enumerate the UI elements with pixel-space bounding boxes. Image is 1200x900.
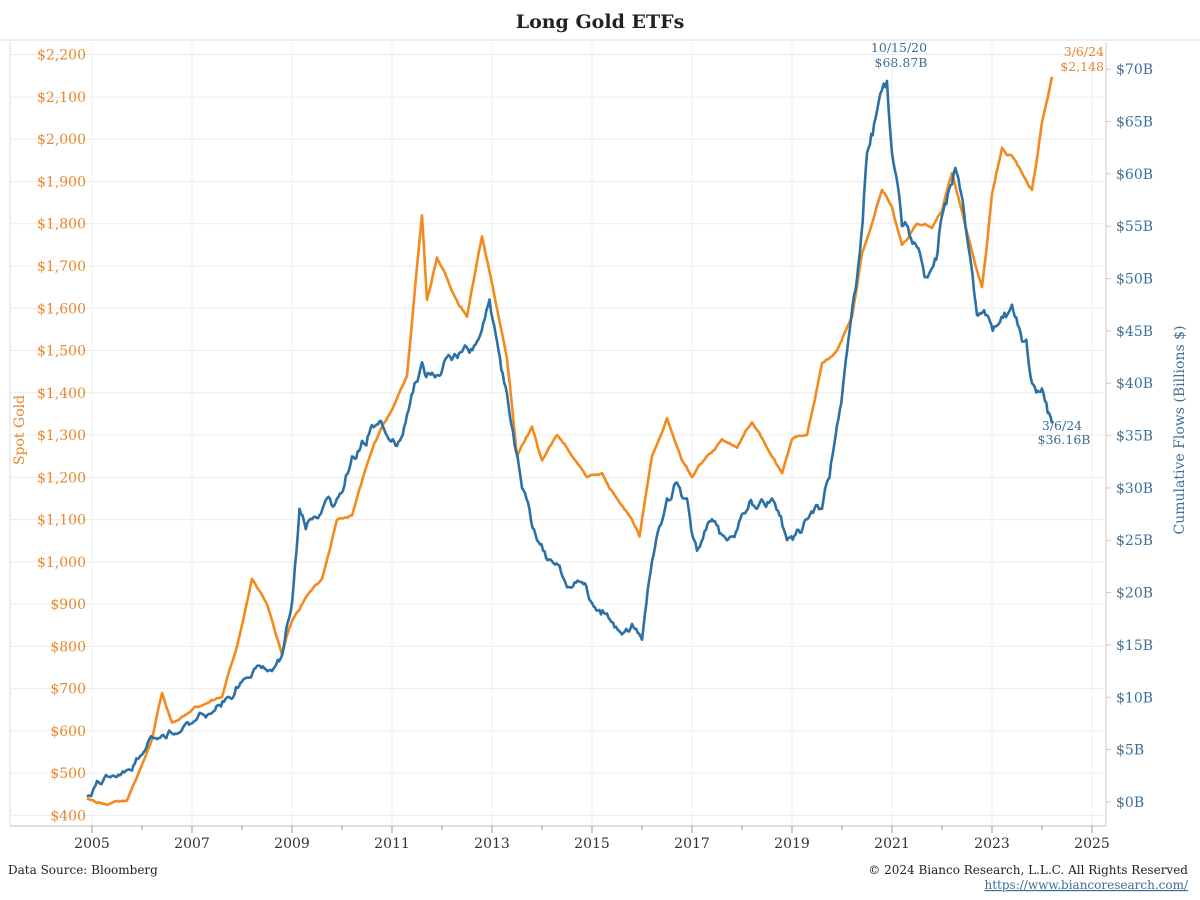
x-tick-label: 2019 (774, 836, 810, 852)
left-tick-label: $1,800 (37, 217, 86, 233)
x-tick-label: 2013 (474, 836, 510, 852)
right-tick-label: $5B (1116, 743, 1144, 759)
left-tick-label: $1,300 (37, 428, 86, 444)
flow-end-value: $36.16B (1038, 432, 1091, 447)
gold-end-date: 3/6/24 (1064, 44, 1104, 59)
left-tick-label: $2,200 (37, 48, 86, 64)
gold-end-value: $2,148 (1060, 59, 1104, 74)
copyright: © 2024 Bianco Research, L.L.C. All Right… (868, 863, 1188, 877)
right-tick-label: $50B (1116, 272, 1153, 288)
right-axis-label: Cumulative Flows (Billions $) (1172, 326, 1188, 535)
cumulative-flows-line (86, 79, 1054, 798)
right-tick-label: $10B (1116, 690, 1153, 706)
right-tick-label: $25B (1116, 533, 1153, 549)
x-tick-label: 2015 (574, 836, 610, 852)
chart-title: Long Gold ETFs (516, 11, 685, 33)
left-tick-label: $1,200 (37, 470, 86, 486)
left-tick-label: $1,900 (37, 174, 86, 190)
x-tick-label: 2007 (174, 836, 210, 852)
right-tick-label: $70B (1116, 62, 1153, 78)
x-tick-label: 2017 (674, 836, 710, 852)
left-tick-label: $2,000 (37, 132, 86, 148)
left-tick-label: $400 (50, 808, 86, 824)
right-tick-label: $60B (1116, 167, 1153, 183)
left-tick-label: $1,600 (37, 301, 86, 317)
peak-flow-date: 10/15/20 (871, 40, 927, 55)
left-tick-label: $1,500 (37, 344, 86, 360)
x-axis-ticks: 2005 2007 2009 2011 2013 2015 2017 2019 2021 2023… (74, 826, 1110, 852)
left-tick-label: $900 (50, 597, 86, 613)
series-layer (86, 76, 1054, 807)
left-tick-label: $1,400 (37, 386, 86, 402)
x-tick-label: 2023 (974, 836, 1010, 852)
right-tick-label: $55B (1116, 219, 1153, 235)
x-tick-label: 2005 (74, 836, 110, 852)
left-axis-ticks: $400 $500 $600 $700 $800 $900 $1,000 $1,100 $1,2… (37, 48, 86, 825)
annotations: 10/15/20 $68.87B 3/6/24 $2,148 3/6/24 $3… (871, 40, 1104, 447)
left-tick-label: $500 (50, 766, 86, 782)
spot-gold-line (86, 76, 1054, 807)
axes (9, 42, 1107, 827)
x-tick-label: 2025 (1074, 836, 1110, 852)
left-tick-label: $600 (50, 724, 86, 740)
x-tick-label: 2009 (274, 836, 310, 852)
left-tick-label: $1,700 (37, 259, 86, 275)
right-axis-ticks: $0B $5B $10B $15B $20B $25B $30B $35B $40B $45B $5… (1106, 62, 1153, 811)
left-tick-label: $700 (50, 682, 86, 698)
website-link[interactable]: https://www.biancoresearch.com/ (984, 878, 1188, 892)
data-source: Data Source: Bloomberg (8, 863, 158, 877)
right-tick-label: $45B (1116, 324, 1153, 340)
left-tick-label: $1,100 (37, 513, 86, 529)
x-tick-label: 2011 (374, 836, 410, 852)
right-tick-label: $0B (1116, 795, 1144, 811)
x-tick-label: 2021 (874, 836, 910, 852)
right-tick-label: $20B (1116, 586, 1153, 602)
flow-end-date: 3/6/24 (1042, 418, 1082, 433)
left-axis-label: Spot Gold (12, 395, 28, 465)
right-tick-label: $65B (1116, 115, 1153, 131)
right-tick-label: $35B (1116, 429, 1153, 445)
grid-lines (10, 42, 1106, 826)
right-tick-label: $40B (1116, 376, 1153, 392)
left-tick-label: $1,000 (37, 555, 86, 571)
left-tick-label: $800 (50, 639, 86, 655)
right-tick-label: $30B (1116, 481, 1153, 497)
peak-flow-value: $68.87B (875, 55, 928, 70)
left-tick-label: $2,100 (37, 90, 86, 106)
right-tick-label: $15B (1116, 638, 1153, 654)
